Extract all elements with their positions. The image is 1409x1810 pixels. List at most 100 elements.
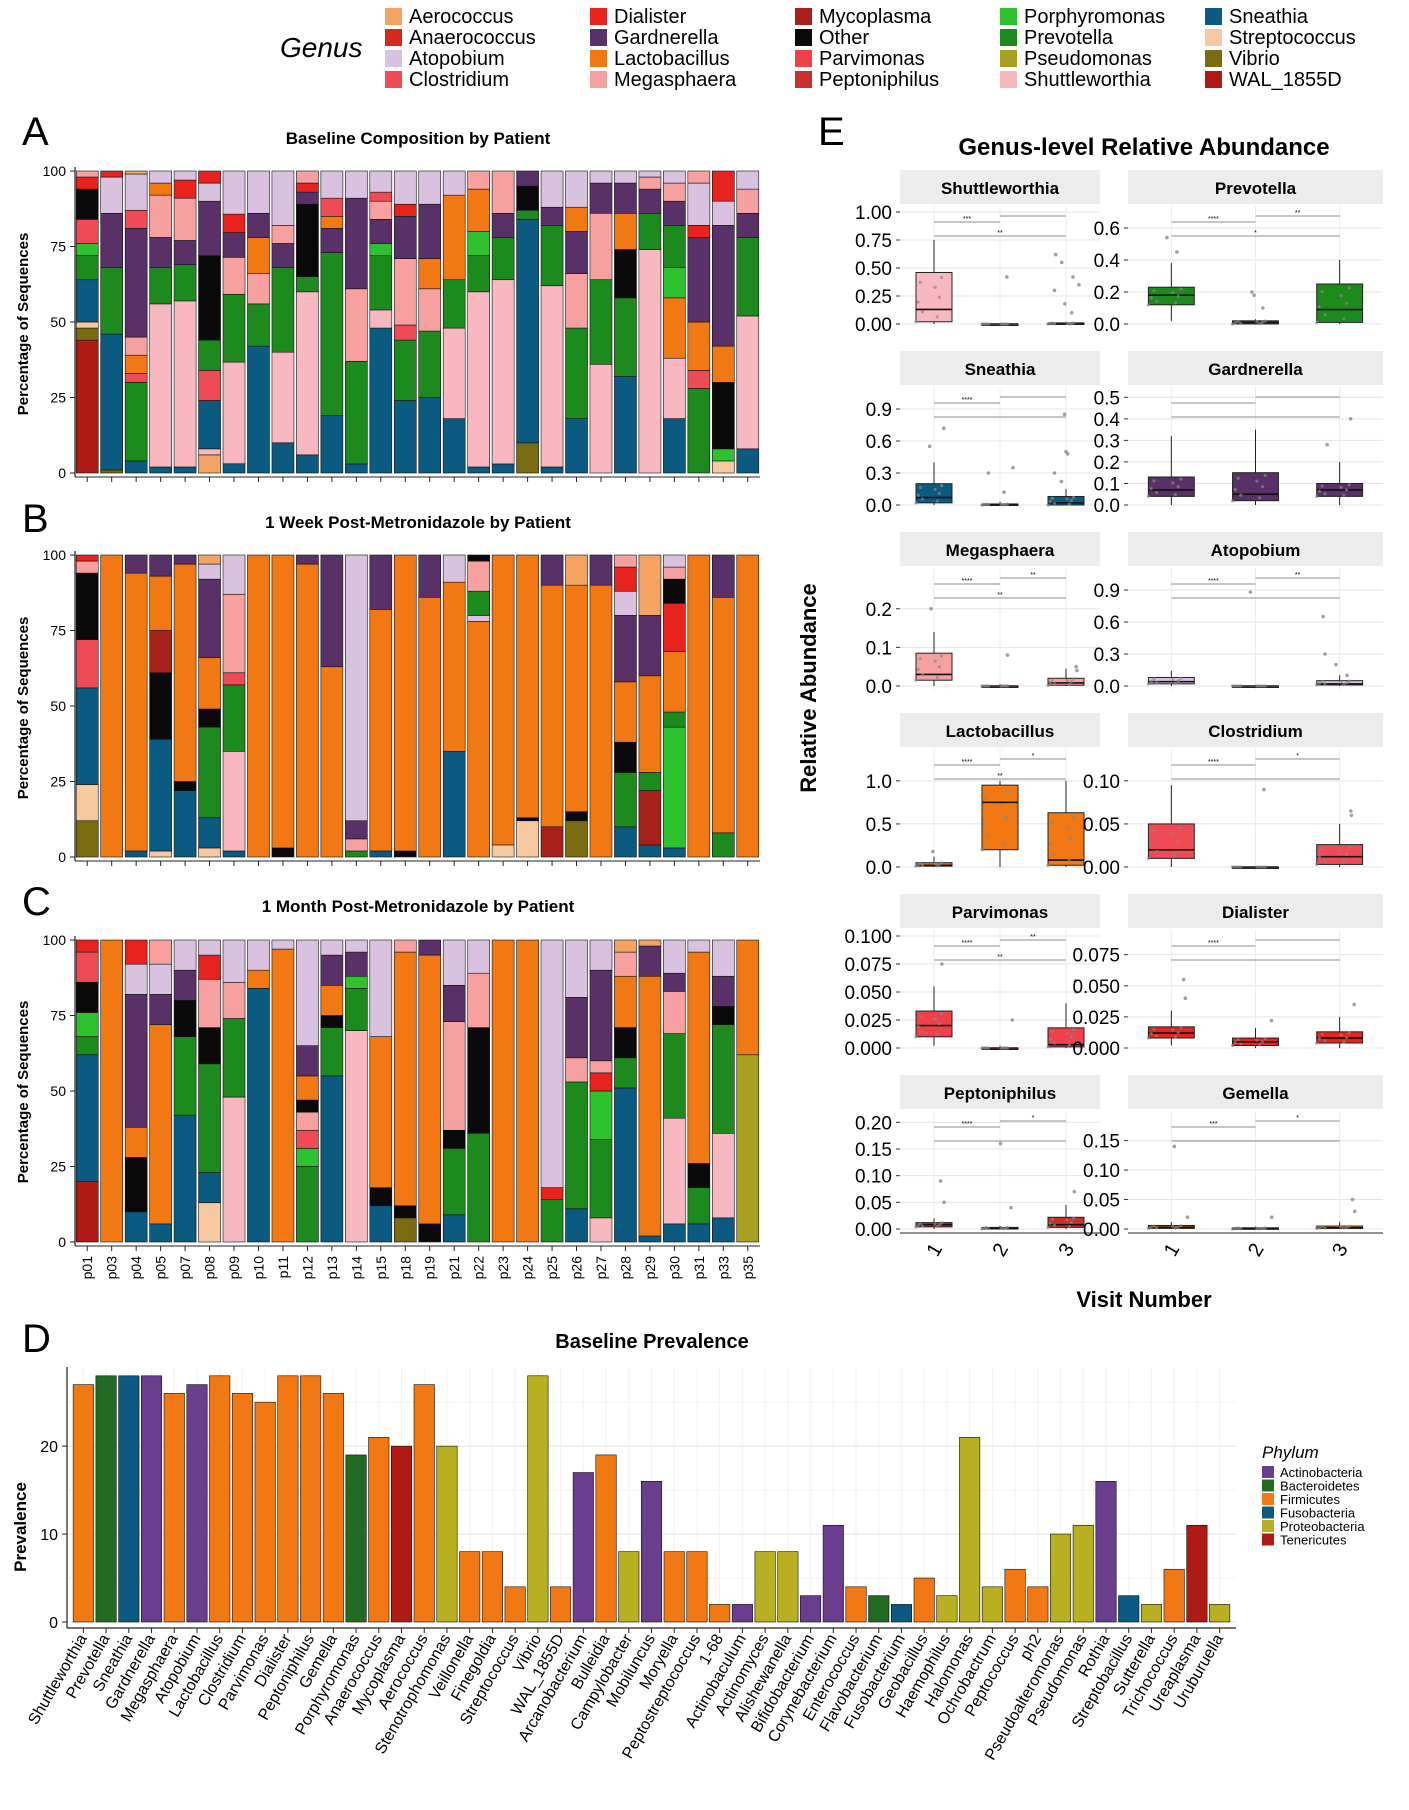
box-visit-1 bbox=[914, 849, 953, 868]
facet-title-megasphaera: Megasphaera bbox=[946, 541, 1055, 560]
segment-megasphaera bbox=[467, 560, 490, 592]
jitter-point bbox=[918, 656, 922, 661]
jitter-point bbox=[1052, 501, 1057, 505]
segment-atopobium bbox=[271, 939, 295, 950]
bar-p28 bbox=[614, 939, 637, 1243]
segment-atopobium bbox=[467, 939, 490, 974]
signif-label: ** bbox=[1030, 572, 1036, 579]
segment-lactobacillus bbox=[736, 939, 760, 1056]
segment-prevotella bbox=[296, 276, 319, 293]
segment-other bbox=[198, 255, 221, 341]
jitter-point bbox=[933, 285, 937, 289]
signif-label: **** bbox=[962, 940, 973, 947]
outlier-point bbox=[1010, 1018, 1015, 1022]
facet-strip bbox=[900, 170, 1100, 204]
prevalence-bar-parvimonas bbox=[254, 1401, 276, 1623]
bar-p30 bbox=[663, 939, 686, 1243]
signif-label: *** bbox=[1209, 1121, 1217, 1128]
prevalence-bar-megasphaera bbox=[163, 1393, 185, 1623]
segment-lactobacillus bbox=[320, 984, 344, 1016]
jitter-point bbox=[1046, 1045, 1050, 1049]
jitter-point bbox=[1260, 865, 1264, 869]
y-tick-label: 50 bbox=[50, 698, 66, 714]
segment-porphyromonas bbox=[711, 448, 735, 462]
jitter-point bbox=[1179, 1026, 1183, 1030]
segment-gardnerella bbox=[149, 994, 172, 1025]
jitter-point bbox=[1179, 477, 1183, 481]
x-tick-label-p18: p18 bbox=[397, 1256, 413, 1280]
segment-shuttleworthia bbox=[491, 279, 515, 465]
segment-prevotella bbox=[736, 237, 760, 317]
segment-aerococcus bbox=[638, 554, 662, 616]
bar-p08 bbox=[198, 554, 221, 858]
jitter-point bbox=[1236, 1226, 1240, 1230]
segment-porphyromonas bbox=[75, 243, 99, 256]
segment-other bbox=[467, 1027, 490, 1134]
jitter-point bbox=[1146, 856, 1150, 860]
box-visit-3 bbox=[1046, 252, 1085, 326]
y-tick-label: 0.2 bbox=[1094, 453, 1120, 474]
box bbox=[1316, 680, 1364, 686]
box-visit-2 bbox=[1230, 1215, 1279, 1231]
segment-shuttleworthia bbox=[369, 309, 393, 329]
legend-swatch-anaerococcus bbox=[385, 29, 402, 46]
segment-dialister bbox=[198, 954, 221, 980]
segment-atopobium bbox=[540, 170, 564, 208]
segment-prevotella bbox=[198, 1063, 221, 1173]
jitter-point bbox=[1065, 1031, 1069, 1036]
segment-sneathia bbox=[418, 397, 442, 474]
jitter-point bbox=[1315, 1041, 1319, 1045]
segment-atopobium bbox=[247, 939, 270, 971]
segment-gardnerella bbox=[345, 951, 368, 977]
segment-streptococcus bbox=[75, 321, 99, 329]
segment-lactobacillus bbox=[614, 975, 637, 1028]
y-tick-label: 100 bbox=[43, 547, 67, 563]
box bbox=[1147, 676, 1195, 685]
jitter-point bbox=[933, 1017, 937, 1021]
segment-megasphaera bbox=[736, 188, 760, 214]
segment-atopobium bbox=[663, 170, 686, 184]
segment-sneathia bbox=[100, 333, 124, 471]
outlier-point bbox=[1052, 288, 1057, 293]
segment-atopobium bbox=[638, 170, 662, 178]
bar-p19 bbox=[418, 939, 442, 1243]
jitter-point bbox=[1230, 499, 1235, 503]
segment-dialister bbox=[296, 182, 319, 193]
bar-p04 bbox=[124, 554, 148, 858]
segment-gardnerella bbox=[663, 200, 686, 226]
box-visit-2 bbox=[980, 653, 1019, 688]
facet-title-gardnerella: Gardnerella bbox=[1208, 360, 1303, 379]
outlier-point bbox=[1349, 809, 1353, 813]
signif-label: ** bbox=[1295, 572, 1301, 579]
legend-label-porphyromonas: Porphyromonas bbox=[1024, 6, 1165, 28]
panel-letter-D: D bbox=[22, 1317, 51, 1361]
segment-prevotella bbox=[198, 339, 221, 371]
segment-streptococcus bbox=[711, 460, 735, 474]
jitter-point bbox=[1176, 1030, 1180, 1035]
box-visit-3 bbox=[1315, 809, 1364, 867]
segment-clostridium bbox=[222, 672, 246, 686]
jitter-point bbox=[914, 1225, 918, 1229]
x-tick-label-visit-2: 2 bbox=[988, 1240, 1013, 1261]
segment-vibrio bbox=[393, 1217, 417, 1243]
segment-atopobium bbox=[222, 170, 246, 215]
segment-lactobacillus bbox=[369, 1036, 393, 1188]
segment-sneathia bbox=[565, 418, 588, 474]
segment-megasphaera bbox=[75, 170, 99, 178]
facet-title-gemella: Gemella bbox=[1222, 1084, 1289, 1103]
outlier-point bbox=[1065, 452, 1070, 456]
segment-mycoplasma bbox=[638, 790, 662, 846]
panel-letter-B: B bbox=[22, 497, 49, 541]
bar-p25 bbox=[540, 939, 564, 1243]
box-visit-3 bbox=[1315, 417, 1364, 505]
facet-strip bbox=[900, 1075, 1100, 1109]
panel-C-title: 1 Month Post-Metronidazole by Patient bbox=[262, 897, 575, 916]
prevalence-bar-gardnerella bbox=[141, 1375, 163, 1623]
y-tick-label: 0.0 bbox=[866, 677, 892, 698]
segment-atopobium bbox=[442, 554, 466, 583]
segment-lactobacillus bbox=[687, 554, 711, 858]
jitter-point bbox=[1255, 320, 1259, 324]
